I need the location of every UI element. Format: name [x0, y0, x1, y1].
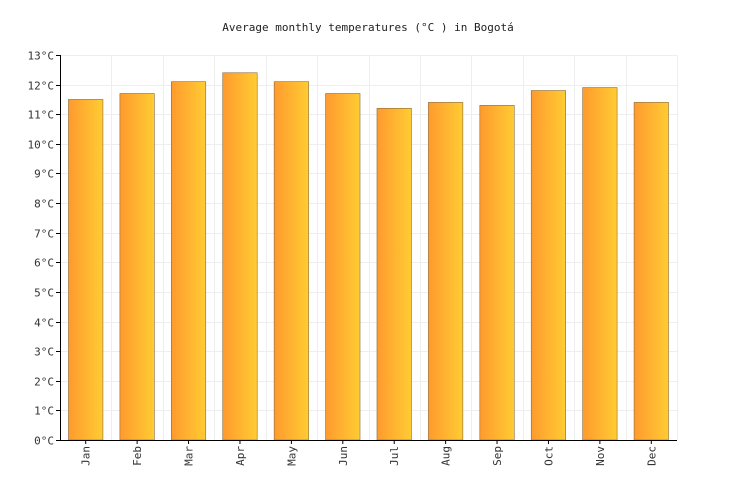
x-tick-label: Apr	[234, 446, 247, 466]
x-tick-label: Jul	[388, 446, 401, 466]
y-tick-label: 6°C	[34, 257, 54, 270]
y-tick-label: 3°C	[34, 346, 54, 359]
bar-mar	[171, 81, 207, 441]
x-tick-label: Jan	[80, 446, 93, 466]
y-tick-label: 5°C	[34, 287, 54, 300]
bar-feb	[119, 93, 155, 441]
y-tick-label: 1°C	[34, 405, 54, 418]
x-tick-label: Oct	[542, 446, 555, 466]
bar-apr	[222, 72, 258, 441]
x-tick-label: Aug	[440, 446, 453, 466]
bar-aug	[428, 102, 464, 441]
x-tick-label: Jun	[337, 446, 350, 466]
y-tick-label: 7°C	[34, 228, 54, 241]
label-layer: 0°C 1°C 2°C 3°C 4°C 5°C 6°C 7°C 8°C 9°C 10°C 11°C 12…	[28, 50, 659, 466]
bar-jul	[376, 108, 412, 441]
y-tick-label: 12°C	[28, 80, 55, 93]
y-tick-label: 8°C	[34, 198, 54, 211]
x-tick-label: May	[285, 446, 298, 466]
x-tick-label: Nov	[594, 446, 607, 466]
x-tick-label: Dec	[645, 446, 658, 466]
chart-title: Average monthly temperatures (°C ) in Bo…	[222, 21, 513, 34]
bar-jan	[68, 99, 104, 441]
y-tick-label: 9°C	[34, 168, 54, 181]
bar-oct	[530, 90, 566, 441]
y-tick-label: 4°C	[34, 317, 54, 330]
y-tick-label: 0°C	[34, 435, 54, 448]
bar-jun	[325, 93, 361, 441]
y-tick-label: 2°C	[34, 376, 54, 389]
grid-layer	[60, 55, 678, 441]
axis-layer	[56, 55, 677, 444]
y-tick-label: 10°C	[28, 139, 55, 152]
x-tick-label: Feb	[131, 446, 144, 466]
bar-nov	[582, 87, 618, 441]
bar-layer	[68, 72, 669, 441]
y-tick-label: 11°C	[28, 109, 55, 122]
bar-sep	[479, 105, 515, 441]
bar-dec	[633, 102, 669, 441]
x-tick-label: Mar	[183, 446, 196, 466]
x-tick-label: Sep	[491, 446, 504, 466]
y-tick-label: 13°C	[28, 50, 55, 63]
bar-may	[273, 81, 309, 441]
